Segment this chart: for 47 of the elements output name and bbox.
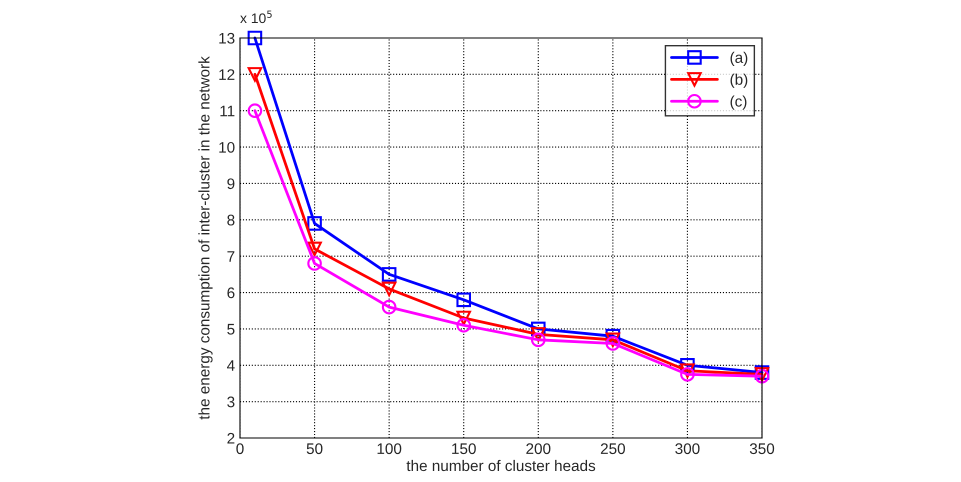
point	[307, 242, 322, 256]
legend-label: (b)	[730, 74, 748, 88]
x-tick-label: 300	[675, 443, 700, 454]
point	[382, 300, 396, 314]
point	[530, 322, 546, 336]
y-tick-label: 11	[220, 106, 234, 116]
y-tick-label: 9	[227, 178, 234, 190]
x-tick-label: 350	[750, 443, 774, 454]
point	[248, 103, 262, 118]
text: x 10$^{5}$	[240, 10, 272, 24]
point	[307, 216, 322, 231]
x-tick-label: 250	[600, 443, 626, 454]
x-tick-label: 0	[236, 443, 244, 454]
point	[307, 256, 322, 271]
y-tick-label: 6	[227, 287, 234, 298]
point	[530, 327, 546, 342]
x-tick-label: 50	[306, 443, 322, 454]
point	[382, 282, 396, 296]
y-axis-title: the energy consumption of inter-cluster in the network	[198, 56, 213, 420]
x-tick-label: 100	[378, 443, 402, 454]
point	[248, 30, 262, 46]
y-tick-label: 4	[226, 360, 235, 371]
y-tick-label: 7	[227, 251, 234, 262]
x-axis-title: the number of cluster heads	[406, 460, 596, 472]
point	[606, 332, 620, 348]
y-tick-label: 13	[219, 32, 234, 44]
x-tick-label: 150	[452, 443, 476, 454]
y-tick-label: 12	[219, 69, 234, 80]
point	[456, 310, 472, 326]
point	[530, 332, 546, 348]
point	[456, 318, 472, 333]
point	[382, 267, 396, 282]
legend-label: (c)	[730, 96, 746, 110]
y-tick-label: 3	[227, 396, 234, 408]
y-tick-label: 8	[227, 214, 234, 226]
y-tick-label: 10	[219, 142, 235, 153]
y-tick-label: 2	[227, 432, 234, 444]
point	[680, 358, 695, 373]
x-tick-label: 200	[526, 443, 550, 454]
point	[680, 363, 695, 378]
y-tick-label: 5	[227, 324, 234, 335]
point	[456, 292, 472, 308]
point	[680, 367, 695, 382]
point	[606, 328, 620, 344]
point	[248, 67, 262, 82]
legend-label: (a)	[730, 52, 748, 66]
point	[606, 336, 620, 351]
